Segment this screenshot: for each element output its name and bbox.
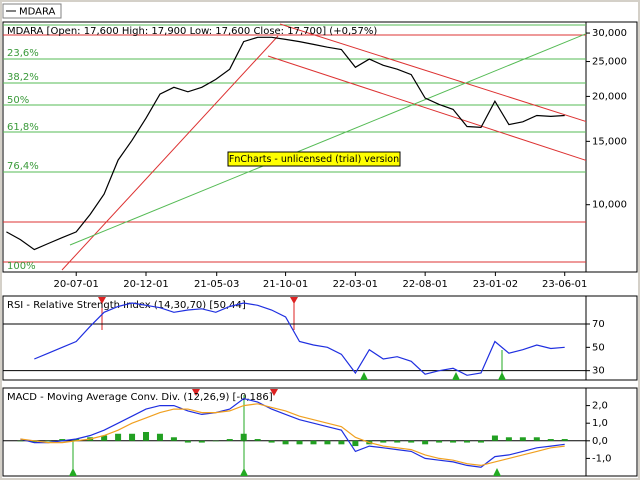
histogram-bar xyxy=(115,433,122,441)
histogram-bar xyxy=(505,437,512,441)
y-tick-label: 50 xyxy=(592,342,605,353)
price-panel xyxy=(2,21,587,273)
fib-label: 23,6% xyxy=(7,48,39,59)
x-tick-label: 20-12-01 xyxy=(123,279,168,290)
y-tick-label: 1,0 xyxy=(592,418,608,429)
sell-arrow xyxy=(290,297,298,304)
histogram-bar xyxy=(436,440,443,443)
histogram-bar xyxy=(170,437,177,441)
histogram-bar xyxy=(422,440,429,445)
rsi-axis-panel xyxy=(585,295,638,381)
y-tick-label: 30,000 xyxy=(592,28,627,39)
x-tick-label: 23-06-01 xyxy=(542,279,587,290)
histogram-bar xyxy=(129,433,136,441)
histogram-bar xyxy=(198,440,205,443)
trend-line xyxy=(267,55,586,161)
series-line xyxy=(20,397,565,468)
series-line xyxy=(34,302,565,376)
buy-arrow xyxy=(360,372,368,380)
histogram-bar xyxy=(533,437,540,441)
histogram-bar xyxy=(59,439,66,441)
histogram-bar xyxy=(17,440,24,442)
histogram-bar xyxy=(450,440,457,443)
y-tick-label: 70 xyxy=(592,319,605,330)
histogram-bar xyxy=(324,440,331,445)
histogram-bar xyxy=(408,440,415,443)
x-tick-label: 22-08-01 xyxy=(402,279,447,290)
histogram-bar xyxy=(254,439,261,441)
fib-label: 76,4% xyxy=(7,161,39,172)
histogram-bar xyxy=(156,433,163,441)
y-tick-label: -1,0 xyxy=(592,453,612,464)
histogram-bar xyxy=(226,439,233,441)
fib-label: 50% xyxy=(7,95,29,106)
histogram-bar xyxy=(45,440,52,442)
histogram-bar xyxy=(282,440,289,445)
watermark-box xyxy=(227,151,401,167)
buy-arrow xyxy=(498,372,506,380)
buy-arrow xyxy=(493,468,501,476)
sell-arrow xyxy=(270,389,278,396)
x-tick-label: 22-03-01 xyxy=(333,279,378,290)
y-tick-label: 15,000 xyxy=(592,136,627,147)
histogram-bar xyxy=(101,435,108,441)
histogram-bar xyxy=(338,440,345,445)
panel-title: RSI - Relative Strength Index (14,30,70)… xyxy=(7,300,246,311)
trend-line xyxy=(61,35,279,271)
sell-arrow xyxy=(98,297,106,304)
trend-line xyxy=(69,33,586,246)
x-tick-label: 21-05-03 xyxy=(194,279,239,290)
histogram-bar xyxy=(380,440,387,443)
histogram-bar xyxy=(240,433,247,441)
histogram-bar xyxy=(477,440,484,443)
y-tick-label: 30 xyxy=(592,366,605,377)
histogram-bar xyxy=(296,440,303,445)
legend-label: MDARA xyxy=(19,7,56,18)
buy-arrow xyxy=(69,468,77,476)
drawing-tools xyxy=(3,23,586,271)
panel-title: MACD - Moving Average Conv. Div. (12,26,… xyxy=(7,392,273,403)
legend-tab[interactable] xyxy=(2,3,62,19)
y-tick-label: 25,000 xyxy=(592,57,627,68)
y-tick-label: 2,0 xyxy=(592,401,608,412)
histogram-bar xyxy=(394,440,401,443)
watermark: FnCharts - unlicensed (trial) version xyxy=(229,154,399,165)
histogram-bar xyxy=(268,440,275,443)
x-tick-label: 20-07-01 xyxy=(54,279,99,290)
sell-arrow xyxy=(192,389,200,396)
histogram-bar xyxy=(491,435,498,441)
histogram-bar xyxy=(143,432,150,441)
fib-label: 38,2% xyxy=(7,72,39,83)
y-tick-label: 10,000 xyxy=(592,200,627,211)
histogram-bar xyxy=(519,437,526,441)
fib-label: 100% xyxy=(7,261,36,272)
panel-title: MDARA [Open: 17,600 High: 17,900 Low: 17… xyxy=(7,26,377,37)
x-tick-label: 23-01-02 xyxy=(473,279,518,290)
histogram-bar xyxy=(464,440,471,443)
histogram-bar xyxy=(73,439,80,441)
y-tick-label: 0,0 xyxy=(592,436,608,447)
buy-arrow xyxy=(240,468,248,476)
x-tick-label: 21-10-01 xyxy=(263,279,308,290)
series-line xyxy=(20,403,565,467)
histogram-bar xyxy=(352,440,359,447)
histogram-bar xyxy=(184,440,191,443)
histogram-bar xyxy=(31,440,38,443)
buy-arrow xyxy=(452,372,460,380)
histogram-bar xyxy=(547,439,554,441)
macd-axis-panel xyxy=(585,387,638,477)
series-line xyxy=(6,36,565,251)
histogram-bar xyxy=(561,439,568,441)
trend-line xyxy=(279,23,586,123)
histogram-bar xyxy=(212,440,219,442)
y-tick-label: 20,000 xyxy=(592,91,627,102)
price-axis-panel xyxy=(585,21,638,273)
fib-label: 61,8% xyxy=(7,122,39,133)
histogram-bar xyxy=(310,440,317,445)
